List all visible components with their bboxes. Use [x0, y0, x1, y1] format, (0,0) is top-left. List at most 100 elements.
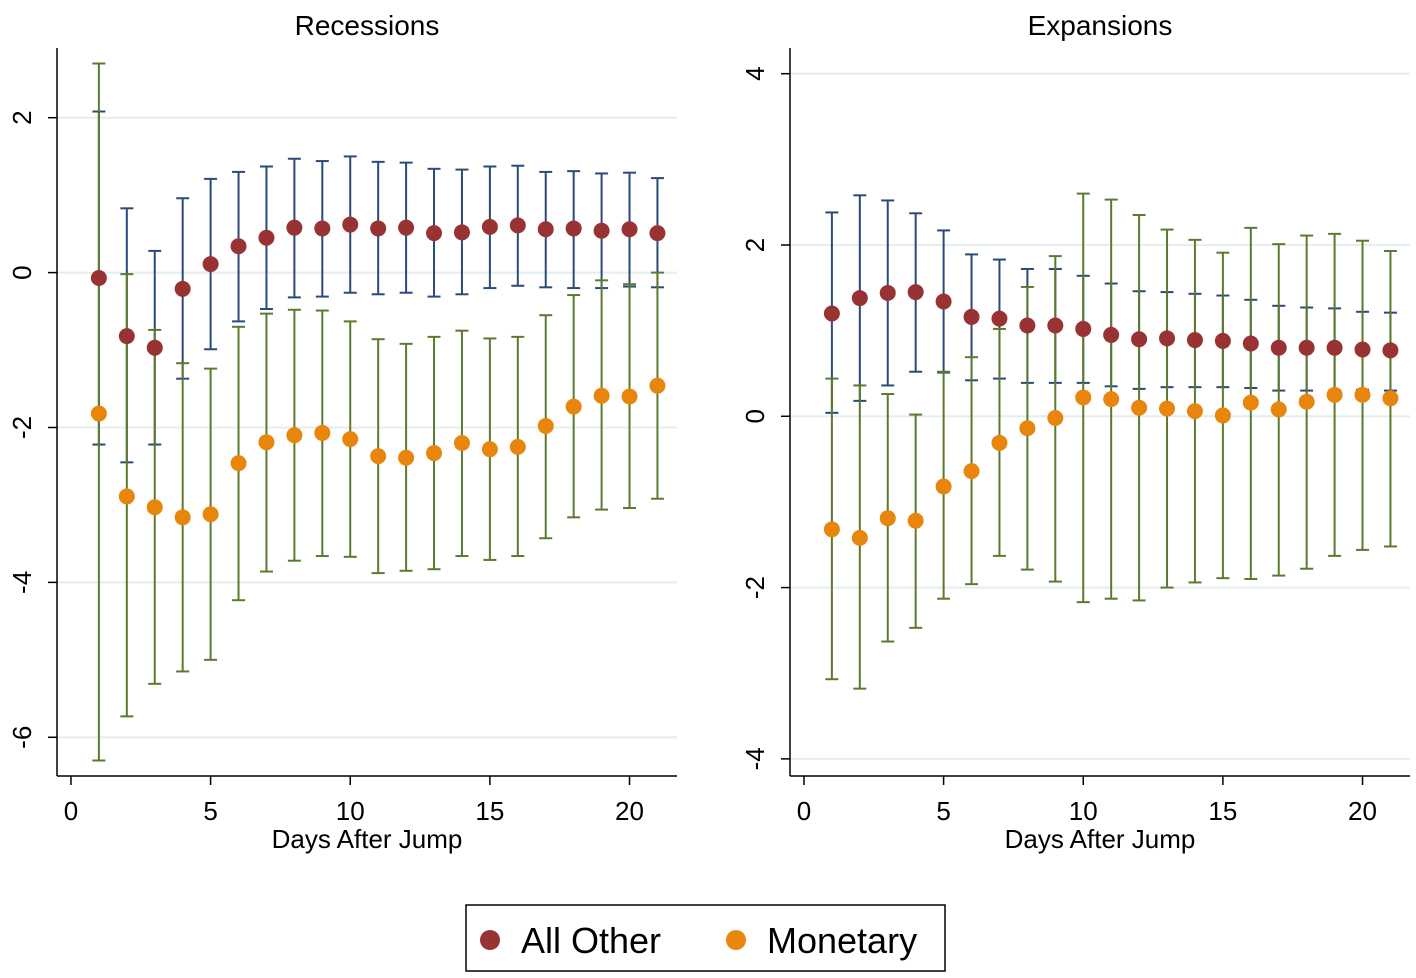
monetary-point	[621, 388, 638, 405]
all-other-point	[1103, 326, 1120, 343]
all-other-point	[593, 222, 610, 239]
all-other-point	[1326, 339, 1343, 356]
monetary-point	[851, 529, 868, 546]
all-other-point	[370, 220, 387, 237]
all-other-point	[398, 219, 415, 236]
all-other-point	[509, 217, 526, 234]
monetary-point	[146, 499, 163, 516]
all-other-point	[118, 328, 135, 345]
y-tick-label: -4	[7, 571, 37, 594]
all-other-point	[174, 280, 191, 297]
x-tick-label: 5	[203, 796, 217, 826]
all-other-point	[879, 284, 896, 301]
x-tick-label: 15	[475, 796, 504, 826]
monetary-point	[1159, 400, 1176, 417]
legend-marker-monetary	[726, 930, 746, 950]
y-tick-label: -6	[7, 726, 37, 749]
all-other-point	[907, 284, 924, 301]
monetary-point	[286, 427, 303, 444]
all-other-point	[426, 225, 443, 242]
all-other-point	[1047, 317, 1064, 334]
monetary-point	[453, 434, 470, 451]
monetary-point	[1298, 393, 1315, 410]
all-other-point	[1019, 317, 1036, 334]
y-tick-label: 0	[740, 409, 770, 423]
monetary-point	[565, 398, 582, 415]
monetary-point	[174, 509, 191, 526]
all-other-point	[453, 224, 470, 241]
all-other-point	[649, 225, 666, 242]
monetary-point	[1103, 391, 1120, 408]
monetary-point	[537, 417, 554, 434]
monetary-point	[342, 431, 359, 448]
monetary-point	[258, 434, 275, 451]
monetary-point	[118, 488, 135, 505]
monetary-point	[481, 441, 498, 458]
all-other-point	[565, 220, 582, 237]
monetary-point	[907, 512, 924, 529]
monetary-point	[823, 521, 840, 538]
monetary-point	[1186, 403, 1203, 420]
all-other-point	[286, 219, 303, 236]
monetary-point	[370, 448, 387, 465]
all-other-point	[202, 256, 219, 273]
x-tick-label: 20	[615, 796, 644, 826]
monetary-point	[1131, 399, 1148, 416]
monetary-point	[1270, 401, 1287, 418]
all-other-point	[1270, 339, 1287, 356]
monetary-point	[1326, 386, 1343, 403]
expansions-panel: -4 -2 0 2 4 0 5 10 15 20 Expansions Days After Jump	[740, 10, 1410, 854]
all-other-point	[935, 293, 952, 310]
monetary-point	[963, 463, 980, 480]
all-other-point	[481, 218, 498, 235]
monetary-point	[314, 424, 331, 441]
legend-label-monetary: Monetary	[767, 920, 917, 961]
all-other-point	[314, 220, 331, 237]
monetary-point	[1214, 407, 1231, 424]
panel-title: Expansions	[1028, 10, 1173, 41]
all-other-point	[1382, 342, 1399, 359]
legend-frame	[465, 904, 946, 972]
all-other-point	[621, 221, 638, 238]
legend-label-all-other: All Other	[521, 920, 661, 961]
all-other-point	[342, 216, 359, 233]
x-tick-label: 15	[1208, 796, 1237, 826]
monetary-point	[991, 434, 1008, 451]
all-other-point	[1186, 332, 1203, 349]
monetary-point	[1047, 409, 1064, 426]
all-other-point	[146, 339, 163, 356]
x-tick-label: 0	[64, 796, 78, 826]
y-tick-label: -4	[740, 747, 770, 770]
all-other-point	[823, 305, 840, 322]
monetary-point	[509, 438, 526, 455]
y-tick-label: 2	[7, 110, 37, 124]
monetary-point	[935, 478, 952, 495]
x-tick-label: 20	[1348, 796, 1377, 826]
all-other-point	[537, 221, 554, 238]
all-other-point	[1131, 331, 1148, 348]
x-tick-label: 10	[1069, 796, 1098, 826]
monetary-point	[1242, 394, 1259, 411]
x-tick-label: 0	[797, 796, 811, 826]
monetary-point	[90, 405, 107, 422]
y-tick-label: -2	[7, 416, 37, 439]
legend-marker-all-other	[480, 930, 500, 950]
all-other-point	[90, 270, 107, 287]
all-other-point	[1354, 341, 1371, 358]
monetary-point	[1354, 386, 1371, 403]
y-tick-label: 4	[740, 66, 770, 80]
monetary-point	[649, 377, 666, 394]
all-other-point	[963, 308, 980, 325]
all-other-point	[1242, 335, 1259, 352]
monetary-point	[230, 455, 247, 472]
all-other-point	[991, 310, 1008, 327]
panel-title: Recessions	[295, 10, 440, 41]
y-tick-label: 0	[7, 265, 37, 279]
x-tick-label: 10	[336, 796, 365, 826]
all-other-point	[1159, 330, 1176, 347]
all-other-point	[230, 238, 247, 255]
legend: All Other Monetary	[465, 904, 946, 972]
x-axis-label: Days After Jump	[1005, 824, 1196, 854]
